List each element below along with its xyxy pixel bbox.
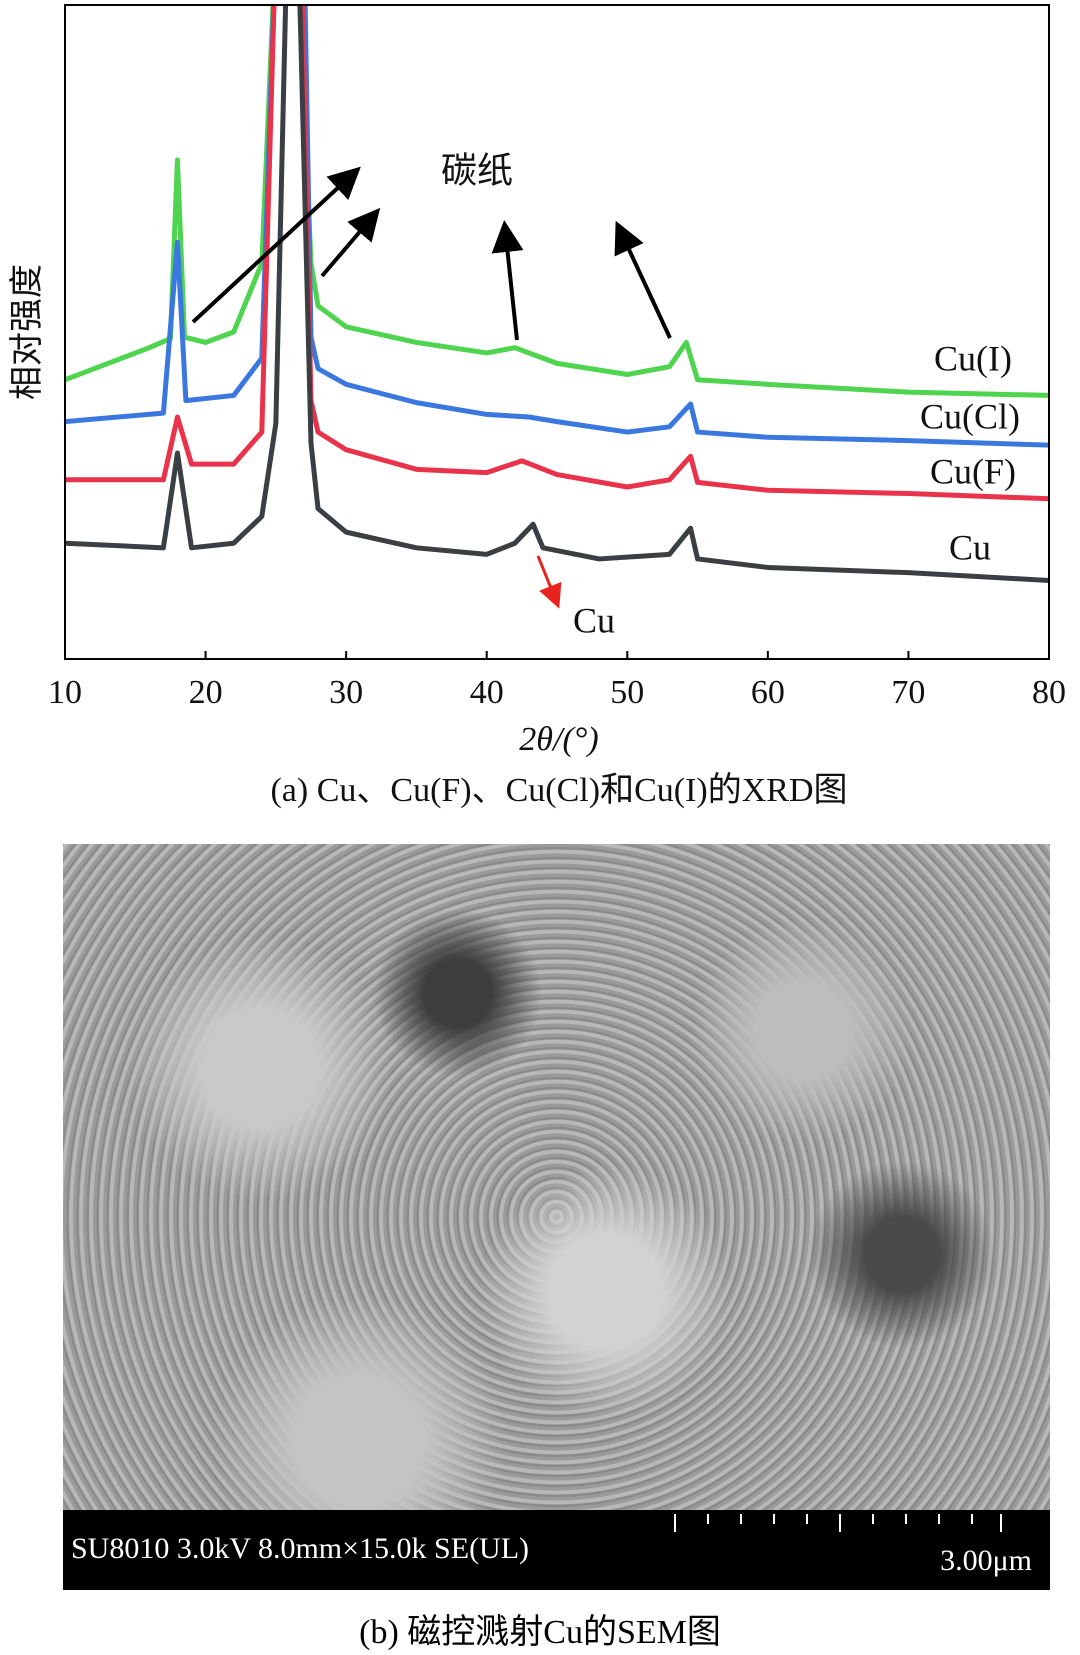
series-label: Cu(Cl) bbox=[920, 396, 1020, 436]
caption: (a) Cu、Cu(F)、Cu(Cl)和Cu(I)的XRD图 bbox=[270, 771, 847, 809]
x-tick-label: 30 bbox=[329, 674, 363, 711]
sem-image: SU8010 3.0kV 8.0mm×15.0k SE(UL) 3.00μm bbox=[63, 844, 1050, 1590]
series-line bbox=[65, 5, 1049, 398]
annotation: Cu bbox=[573, 600, 615, 640]
x-tick-label: 70 bbox=[891, 674, 925, 711]
y-axis-label: 相对强度 bbox=[8, 264, 46, 400]
series-label: Cu bbox=[949, 527, 991, 567]
caption: (b) 磁控溅射Cu的SEM图 bbox=[359, 1614, 721, 1651]
x-tick-label: 50 bbox=[610, 674, 644, 711]
x-tick-label: 60 bbox=[751, 674, 785, 711]
series-line bbox=[65, 5, 1049, 584]
annotation: 碳纸 bbox=[441, 150, 513, 190]
x-axis-label: 2θ/(°) bbox=[519, 721, 598, 758]
annotation-arrows bbox=[191, 166, 672, 609]
series-label: Cu(F) bbox=[930, 451, 1016, 491]
plot-area bbox=[65, 5, 1049, 584]
scale-ticks bbox=[674, 1514, 1002, 1532]
sem-info: SU8010 3.0kV 8.0mm×15.0k SE(UL) bbox=[71, 1532, 530, 1565]
xrd-chart: 碳纸 Cu 相对强度 2θ/(°) (a) Cu、Cu(F)、Cu(Cl)和Cu… bbox=[8, 4, 1066, 809]
series-line bbox=[65, 5, 1049, 448]
x-tick-label: 80 bbox=[1032, 674, 1066, 711]
plot-frame bbox=[64, 4, 1050, 660]
series-label: Cu(I) bbox=[934, 338, 1012, 378]
x-tick-label: 10 bbox=[48, 674, 82, 711]
series-line bbox=[65, 5, 1049, 502]
info-bar: SU8010 3.0kV 8.0mm×15.0k SE(UL) 3.00μm bbox=[63, 1510, 1050, 1590]
x-tick-label: 40 bbox=[470, 674, 504, 711]
x-tick-label: 20 bbox=[189, 674, 223, 711]
scale-label: 3.00μm bbox=[940, 1544, 1032, 1577]
